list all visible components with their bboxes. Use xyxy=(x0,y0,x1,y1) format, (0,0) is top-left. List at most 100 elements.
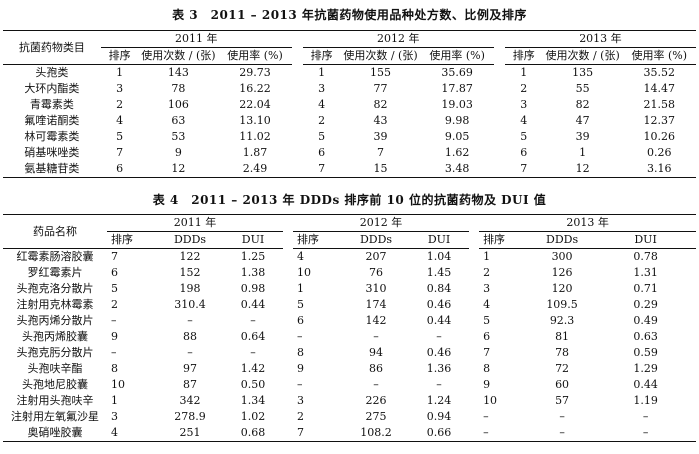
table3-category-header: 抗菌药物类目 xyxy=(3,30,101,65)
col-count: 使用次数 / (张) xyxy=(542,47,623,65)
rank-cell: 6 xyxy=(318,146,326,159)
column-gap xyxy=(283,297,293,313)
rank-cell: 9 xyxy=(111,330,118,343)
rate-cell: – xyxy=(436,378,442,391)
table4-year-2013: 2013 年 xyxy=(479,214,697,232)
value-cell: 39 xyxy=(575,130,590,143)
column-gap xyxy=(292,65,303,82)
rate-cell: 1.42 xyxy=(240,362,266,375)
rank-cell: – xyxy=(111,314,117,327)
value-cell: 310 xyxy=(365,282,387,295)
rank-cell: 2 xyxy=(520,82,528,95)
rank-cell: 9 xyxy=(297,362,305,375)
rank-cell: 1 xyxy=(297,282,305,295)
rate-cell: 9.98 xyxy=(444,114,470,127)
row-name: 头孢克肟分散片 xyxy=(16,346,94,359)
value-cell: 97 xyxy=(183,362,197,375)
rank-cell: 4 xyxy=(116,114,124,127)
rate-cell: 0.46 xyxy=(426,298,452,311)
column-gap xyxy=(283,393,293,409)
rate-cell: 2.49 xyxy=(218,161,292,178)
rate-cell: 16.22 xyxy=(239,82,271,95)
rate-cell: 0.29 xyxy=(633,298,658,311)
table-row: 注射用头孢呋辛 1 342 1.34 3 226 1.24 10 57 1.19 xyxy=(3,393,696,409)
table4: 药品名称 2011 年 2012 年 2013 年 排序 DDDs DUI 排序… xyxy=(3,214,697,442)
table-row: 硝基咪唑类 7 9 1.87 6 7 1.62 6 1 0.26 xyxy=(3,145,696,161)
col-count: 使用次数 / (张) xyxy=(340,47,421,65)
column-gap xyxy=(494,81,505,97)
rank-cell: – xyxy=(297,330,303,343)
rank-cell: 1 xyxy=(111,394,118,407)
column-gap xyxy=(469,313,479,329)
row-name: 奥硝唑胶囊 xyxy=(3,425,107,442)
column-gap xyxy=(283,377,293,393)
rank-cell: 7 xyxy=(116,146,124,159)
rate-cell: 14.47 xyxy=(643,82,676,95)
col-rank: 排序 xyxy=(479,231,530,249)
rate-cell: 0.84 xyxy=(426,282,452,295)
column-gap xyxy=(469,297,479,313)
value-cell: 82 xyxy=(373,98,388,111)
column-gap xyxy=(469,377,479,393)
column-gap xyxy=(283,361,293,377)
value-cell: 81 xyxy=(555,330,570,343)
row-name: 头孢类 xyxy=(35,66,69,79)
rank-cell: – xyxy=(297,378,303,391)
rank-cell: 7 xyxy=(302,161,341,178)
column-gap xyxy=(292,129,303,145)
col-rank: 排序 xyxy=(100,47,139,65)
rate-cell: 13.10 xyxy=(239,114,271,127)
row-name: 林可霉素类 xyxy=(24,130,80,143)
col-rank: 排序 xyxy=(293,231,344,249)
rate-cell: 1.87 xyxy=(242,146,268,159)
value-cell: 78 xyxy=(555,346,570,359)
table4-caption: 表 4 2011 – 2013 年 DDDs 排序前 10 位的抗菌药物及 DU… xyxy=(152,193,547,207)
col-rank: 排序 xyxy=(504,47,543,65)
rank-cell: 9 xyxy=(483,378,491,391)
value-cell: 142 xyxy=(365,314,387,327)
rank-cell: 5 xyxy=(111,282,118,295)
table-row: 氟喹诺酮类 4 63 13.10 2 43 9.98 4 47 12.37 xyxy=(3,113,696,129)
rate-cell: 0.44 xyxy=(426,314,452,327)
rank-cell: 2 xyxy=(111,298,118,311)
row-name: 注射用左氧氟沙星 xyxy=(11,410,99,423)
table-row: 氨基糖苷类 6 12 2.49 7 15 3.48 7 12 3.16 xyxy=(3,161,696,178)
column-gap xyxy=(283,329,293,345)
table3-year-2013: 2013 年 xyxy=(504,30,696,48)
table-row: 注射用克林霉素 2 310.4 0.44 5 174 0.46 4 109.5 0.29 xyxy=(3,297,696,313)
row-name: 红霉素肠溶胶囊 xyxy=(16,250,94,263)
rate-cell: – xyxy=(642,410,649,423)
value-cell: 278.9 xyxy=(174,410,206,423)
col-dui: DUI xyxy=(595,231,697,249)
rate-cell: 0.78 xyxy=(633,250,658,263)
rank-cell: 1 xyxy=(116,66,124,79)
table-row: 大环内酯类 3 78 16.22 3 77 17.87 2 55 14.47 xyxy=(3,81,696,97)
rank-cell: 5 xyxy=(297,298,305,311)
rate-cell: 1.04 xyxy=(426,250,452,263)
rank-cell: – xyxy=(483,410,489,423)
rate-cell: 11.02 xyxy=(239,130,271,143)
table-row: 奥硝唑胶囊 4 251 0.68 7 108.2 0.66– – – xyxy=(3,425,697,442)
rank-cell: 10 xyxy=(297,266,312,279)
row-name: 青霉素类 xyxy=(29,98,74,111)
row-name: 硝基咪唑类 xyxy=(24,146,80,159)
value-cell: 82 xyxy=(575,98,590,111)
value-cell: 57 xyxy=(555,394,570,407)
rank-cell: 5 xyxy=(116,130,124,143)
column-gap xyxy=(469,329,479,345)
rate-cell: 1.29 xyxy=(633,362,658,375)
value-cell: 1 xyxy=(579,146,587,159)
value-cell: 152 xyxy=(179,266,201,279)
rank-cell: 6 xyxy=(111,266,118,279)
value-cell: 135 xyxy=(572,66,594,79)
column-gap xyxy=(292,145,303,161)
col-ddds: DDDs xyxy=(343,231,410,249)
value-cell: 53 xyxy=(171,130,186,143)
table-row: 头孢克肟分散片 – – – 8 94 0.46 7 78 0.59 xyxy=(3,345,696,361)
value-cell: 94 xyxy=(369,346,384,359)
rank-cell: 4 xyxy=(297,250,305,263)
rank-cell: 5 xyxy=(318,130,326,143)
rate-cell: 0.66 xyxy=(409,425,470,442)
rate-cell: 9.05 xyxy=(444,130,470,143)
value-cell: 86 xyxy=(369,362,384,375)
